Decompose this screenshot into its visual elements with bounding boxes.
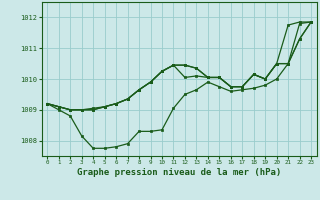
X-axis label: Graphe pression niveau de la mer (hPa): Graphe pression niveau de la mer (hPa) <box>77 168 281 177</box>
